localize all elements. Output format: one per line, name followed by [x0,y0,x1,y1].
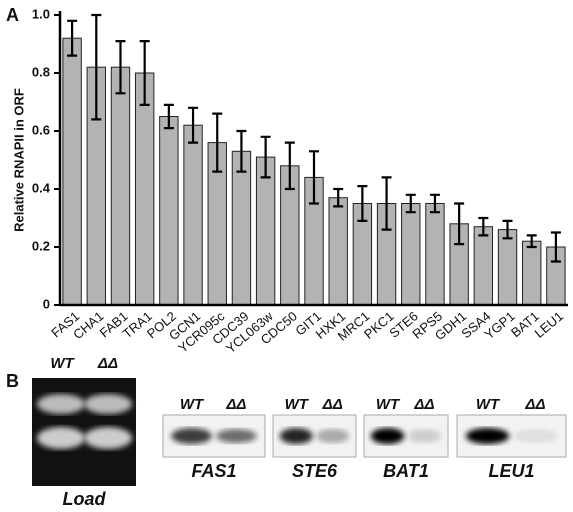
lane-label: WT [476,396,501,413]
blot-panel: WT ΔΔ Load [32,355,136,509]
blot-band [216,429,257,443]
lane-label: WT [180,396,205,413]
y-tick-label: 0.8 [32,64,50,79]
bar [232,151,250,305]
gene-label: LEU1 [488,461,534,481]
lane-label: ΔΔ [524,396,545,413]
bar [160,117,178,306]
lane-label: ΔΔ [97,355,118,372]
gel-band [37,394,85,414]
lane-label: ΔΔ [413,396,434,413]
gene-label: STE6 [292,461,338,481]
bar [474,227,492,305]
bar [135,73,153,305]
figure: A Relative RNAPII in ORF B WT ΔΔ Load 0 0… [0,0,573,512]
lane-label: ΔΔ [225,396,246,413]
blot-band [171,428,212,444]
bar [498,230,516,305]
gel-band [84,427,132,449]
panel-label: A [6,5,19,25]
lane-label: ΔΔ [322,396,343,413]
panel-label: B [6,371,19,391]
gene-label: BAT1 [383,461,429,481]
lane-label: WT [50,355,75,372]
gel-band [37,427,85,449]
bar [402,204,420,306]
y-tick-label: 0.2 [32,238,50,253]
bar [256,157,274,305]
y-tick-label: 0.4 [32,180,51,195]
load-caption: Load [63,489,107,509]
blot-band [316,429,349,443]
bar [184,125,202,305]
bar [329,198,347,305]
bar [111,67,129,305]
bar [523,241,541,305]
bar [426,204,444,306]
bar [63,38,81,305]
blot-band [371,428,405,444]
blot-band [466,428,510,444]
lane-label: WT [376,396,401,413]
x-tick-label: LEU1 [531,308,566,340]
blot-band [514,429,558,443]
y-tick-label: 0 [43,296,50,311]
y-axis-label: Relative RNAPII in ORF [11,88,26,232]
blot-band [280,428,313,444]
gene-label: FAS1 [191,461,236,481]
gel-band [84,394,132,414]
lane-label: WT [285,396,310,413]
blot-band [408,429,442,443]
y-tick-label: 1.0 [32,6,50,21]
y-tick-label: 0.6 [32,122,50,137]
